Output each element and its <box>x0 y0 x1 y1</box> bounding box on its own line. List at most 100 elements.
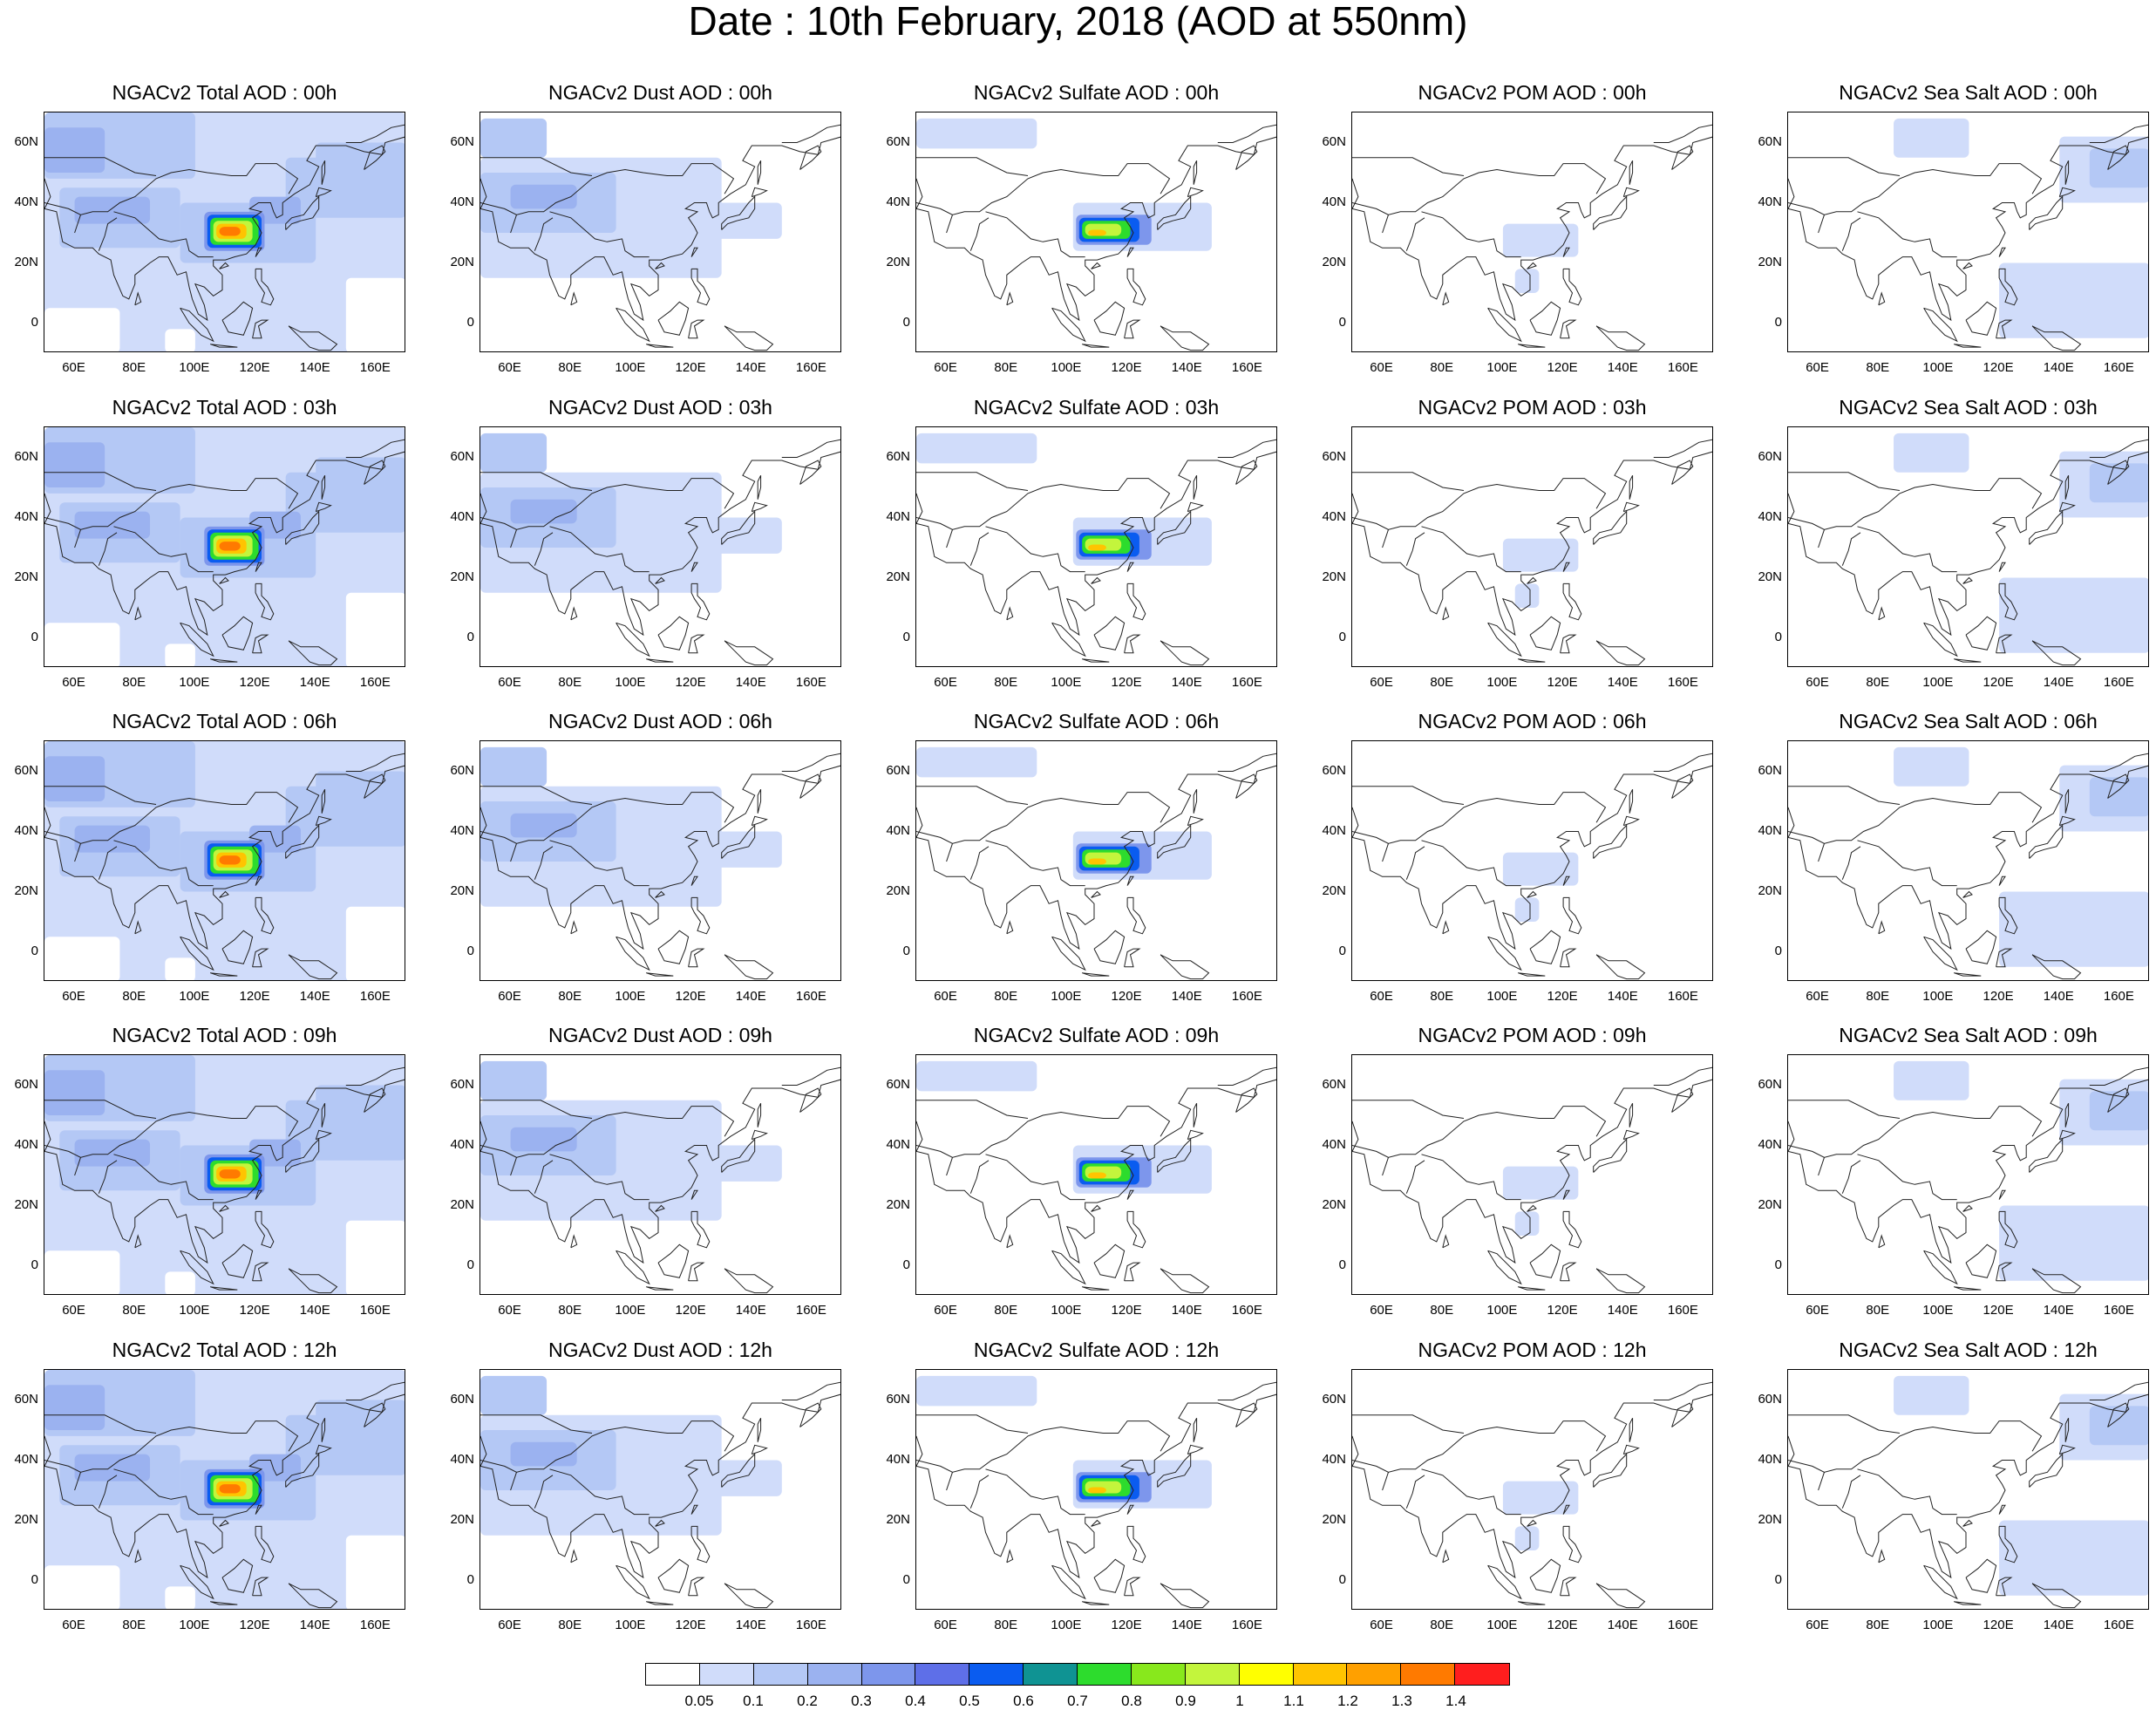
coastline <box>221 1243 254 1278</box>
lon-tick-label: 160E <box>2103 1618 2134 1632</box>
coastline <box>510 843 517 862</box>
coastline <box>1187 187 1204 198</box>
coastline <box>721 824 756 859</box>
coastline <box>1560 1262 1577 1282</box>
coastline <box>1788 786 1901 805</box>
coastline <box>570 1549 578 1564</box>
coastline <box>1996 634 2013 654</box>
coastline <box>1671 145 1694 170</box>
coastline <box>1093 616 1126 651</box>
aod-patch <box>1514 583 1540 608</box>
map-panel-total-09h <box>44 1054 405 1295</box>
lon-tick-label: 60E <box>1370 360 1393 375</box>
coastline <box>655 576 665 584</box>
map-panel-total-06h <box>44 740 405 981</box>
lat-tick-label: 60N <box>886 1076 910 1092</box>
coastline <box>690 247 698 257</box>
aod-patch <box>1514 1526 1540 1550</box>
coastline <box>985 840 1085 887</box>
lon-tick-label: 120E <box>1547 989 1578 1004</box>
coastline <box>1998 896 2018 935</box>
lon-tick-label: 100E <box>1922 989 1954 1004</box>
lat-tick-label: 60N <box>886 762 910 778</box>
lon-tick-label: 80E <box>122 989 146 1004</box>
coastline <box>219 576 229 584</box>
coastline <box>985 1154 1085 1201</box>
map-svg <box>1788 1375 2148 1609</box>
coastline <box>657 930 690 964</box>
coastline <box>1527 890 1537 898</box>
panel-title: NGACv2 POM AOD : 12h <box>1418 1339 1647 1361</box>
coastline <box>570 291 578 306</box>
coastline <box>1529 301 1561 336</box>
coastline <box>946 1157 953 1176</box>
colorbar-label: 0.8 <box>1121 1693 1142 1709</box>
coastline <box>1082 658 1110 663</box>
coastline <box>1051 622 1086 657</box>
coastline <box>44 478 299 530</box>
coastline <box>1352 163 1607 215</box>
coastline <box>721 1138 756 1173</box>
coastline <box>1442 606 1450 621</box>
coastline <box>1124 634 1141 654</box>
coastline <box>255 562 262 572</box>
lat-tick-label: 0 <box>466 1571 474 1587</box>
coastline <box>1082 1286 1110 1291</box>
coastline <box>285 1138 320 1173</box>
coastline <box>616 622 650 657</box>
coastline <box>1562 562 1570 572</box>
coastline <box>1998 1504 2006 1515</box>
lat-tick-label: 40N <box>886 194 910 209</box>
coastline <box>1217 1066 1276 1086</box>
coastline <box>969 532 990 566</box>
coastline <box>1352 1414 1465 1434</box>
coastline <box>1126 896 1146 935</box>
coastline <box>916 157 1029 176</box>
coastline <box>657 301 690 336</box>
panel-title: NGACv2 Sulfate AOD : 06h <box>973 710 1220 732</box>
lat-tick-label: 40N <box>886 1136 910 1152</box>
colorbar-box <box>753 1664 808 1685</box>
lon-tick-label: 80E <box>1430 360 1454 375</box>
coastline <box>1082 972 1110 977</box>
lat-tick-label: 0 <box>31 314 38 330</box>
lon-tick-label: 100E <box>1922 360 1954 375</box>
aod-patch <box>165 1586 195 1609</box>
coastline <box>657 616 690 651</box>
coastline <box>1006 606 1014 621</box>
lat-tick-label: 0 <box>1338 629 1346 644</box>
lat-tick-label: 60N <box>14 762 38 778</box>
map-svg <box>1352 439 1712 666</box>
aod-patch <box>510 813 577 838</box>
coastline <box>1878 291 1886 306</box>
coastline <box>1857 1154 1957 1201</box>
coastline <box>44 136 405 322</box>
coastline <box>1671 1402 1694 1427</box>
colorbar-box <box>1401 1664 1456 1685</box>
coastline <box>1217 1381 1276 1400</box>
coastline <box>480 478 735 530</box>
coastline <box>1157 510 1192 545</box>
coastline <box>1562 1504 1570 1515</box>
aod-patch <box>44 1385 105 1430</box>
lon-tick-label: 100E <box>615 1303 646 1318</box>
coastline <box>1629 474 1634 500</box>
aod-patch <box>44 308 120 351</box>
coastline <box>570 606 578 621</box>
aod-patch <box>480 1375 548 1415</box>
coastline <box>74 843 81 862</box>
lat-tick-label: 40N <box>1322 1451 1346 1467</box>
lon-tick-label: 100E <box>179 360 210 375</box>
panel-title: NGACv2 Sea Salt AOD : 06h <box>1839 710 2098 732</box>
lon-tick-label: 100E <box>615 675 646 690</box>
coastline <box>480 451 840 637</box>
coastline <box>1962 1519 1973 1527</box>
colorbar-box <box>861 1664 916 1685</box>
aod-patch <box>480 118 548 158</box>
aod-patch <box>219 227 241 236</box>
map-panel-seasalt-06h <box>1787 740 2149 981</box>
colorbar-box <box>1131 1664 1186 1685</box>
coastline <box>751 187 768 198</box>
lat-tick-label: 20N <box>1322 1511 1346 1527</box>
coastline <box>799 460 822 485</box>
